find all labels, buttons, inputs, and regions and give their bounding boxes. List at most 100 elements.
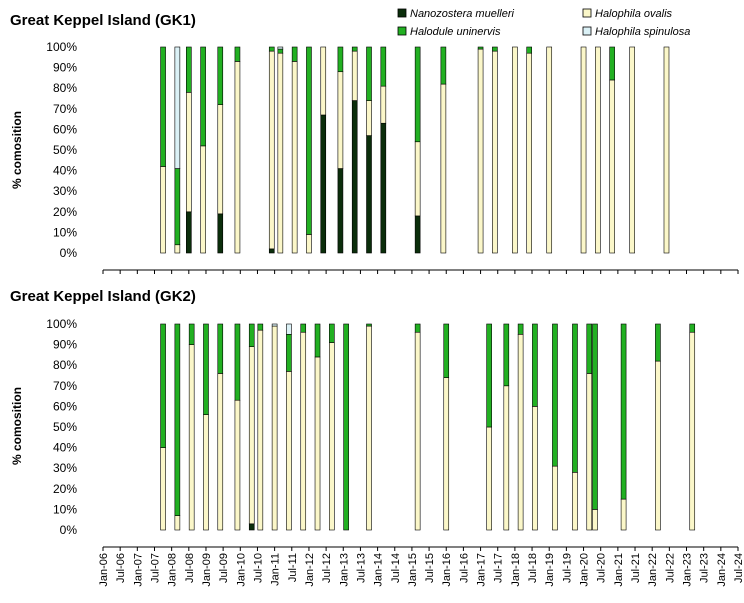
x-tick-label: Jul-17 [493, 553, 505, 583]
bar-segment [300, 323, 307, 333]
bar-stack [337, 46, 344, 254]
bar-stack [200, 46, 206, 254]
legend-item-halophila-spinulosa: Halophila spinulosa [582, 26, 690, 38]
bar-segment [200, 46, 206, 147]
bar-segment [268, 46, 275, 52]
bar-stack [329, 323, 335, 531]
bar-segment [248, 523, 255, 531]
bar-segment [234, 61, 241, 254]
bar-stack [663, 46, 670, 254]
y-tick-label: 90% [53, 61, 77, 75]
bar-segment [552, 323, 558, 467]
bar-segment [517, 323, 524, 335]
legend-swatch-nanozostera [397, 8, 407, 18]
y-tick-label: 30% [53, 184, 77, 198]
legend-swatch-halophila-ovalis [582, 8, 592, 18]
bar-stack [343, 323, 349, 531]
bar-segment [217, 373, 224, 531]
bar-segment [314, 323, 321, 358]
legend-label-halodule: Halodule uninervis [410, 26, 501, 38]
x-axis-gk1 [102, 269, 739, 274]
bar-stack [443, 323, 450, 531]
x-tick-label: Jul-19 [561, 553, 573, 583]
bar-stack [414, 323, 421, 531]
x-tick-label: Jan-21 [613, 553, 625, 587]
bar-segment [351, 100, 358, 254]
bar-stack [257, 323, 264, 531]
bar-stack [609, 46, 615, 254]
bar-segment [268, 248, 275, 254]
bar-stack [160, 323, 166, 531]
bar-segment [200, 145, 206, 254]
x-axis-gk2 [102, 546, 739, 551]
bar-segment [248, 323, 255, 347]
y-tick-label: 60% [53, 399, 77, 413]
bar-segment [351, 50, 358, 101]
bar-stack [655, 323, 661, 531]
y-tick-label: 70% [53, 102, 77, 116]
bar-segment [320, 114, 327, 254]
bar-stack [580, 46, 587, 254]
y-tick-label: 50% [53, 143, 77, 157]
y-tick-label: 80% [53, 81, 77, 95]
bar-stack [629, 46, 635, 254]
bar-segment [592, 323, 598, 510]
bar-segment [174, 244, 181, 254]
bar-stack [351, 46, 358, 254]
bar-segment [366, 323, 372, 327]
bar-segment [443, 377, 450, 531]
x-tick-label: Jul-13 [355, 553, 367, 583]
bar-segment [277, 48, 284, 54]
bar-stack [248, 323, 255, 531]
y-tick-label: 10% [53, 225, 77, 239]
bar-segment [257, 323, 264, 331]
bar-segment [203, 414, 209, 531]
bar-stack [595, 46, 601, 254]
bar-segment [532, 323, 538, 407]
bar-segment [366, 135, 372, 254]
bar-segment [257, 329, 264, 531]
bar-segment [174, 323, 181, 516]
bar-segment [552, 465, 558, 531]
legend-item-halodule: Halodule uninervis [397, 26, 501, 38]
legend-item-nanozostera: Nanozostera muelleri [397, 8, 514, 20]
x-tick-label: Jul-14 [390, 553, 402, 583]
legend-item-halophila-ovalis: Halophila ovalis [582, 8, 673, 20]
bar-stack [306, 46, 312, 254]
x-tick-label: Jul-20 [596, 553, 608, 583]
bar-segment [492, 46, 498, 52]
bar-stack [217, 323, 224, 531]
bar-stack [532, 323, 538, 531]
bar-stack [174, 46, 181, 254]
bar-stack [552, 323, 558, 531]
x-tick-label: Jan-14 [373, 553, 385, 587]
bar-stack [486, 323, 492, 531]
bar-segment [689, 323, 696, 333]
bar-segment [306, 46, 312, 235]
y-tick-label: 30% [53, 461, 77, 475]
y-tick-label: 70% [53, 379, 77, 393]
bar-segment [609, 79, 615, 254]
bar-segment [380, 122, 387, 254]
bar-stack [268, 46, 275, 254]
bar-stack [186, 46, 192, 254]
bar-segment [414, 141, 421, 217]
bar-segment [380, 46, 387, 87]
bar-segment [188, 344, 195, 531]
bar-stack [572, 323, 578, 531]
bar-segment [320, 46, 327, 116]
bar-segment [503, 323, 510, 387]
bar-segment [160, 46, 166, 167]
bar-segment [492, 50, 498, 254]
y-tick-label: 60% [53, 122, 77, 136]
bar-segment [414, 46, 421, 143]
x-tick-labels-gk2: Jan-06 Jul-06 Jan-07 Jul-07 Jan-08 Jul-08 Jan-… [98, 553, 744, 587]
x-tick-label: Jan-07 [132, 553, 144, 587]
x-tick-label: Jan-17 [476, 553, 488, 587]
x-tick-label: Jan-06 [98, 553, 110, 587]
bar-segment [329, 342, 335, 531]
y-axis-label-gk2: % comosition [10, 387, 24, 465]
bar-segment [503, 385, 510, 531]
bar-segment [329, 323, 335, 343]
x-tick-label: Jul-16 [458, 553, 470, 583]
